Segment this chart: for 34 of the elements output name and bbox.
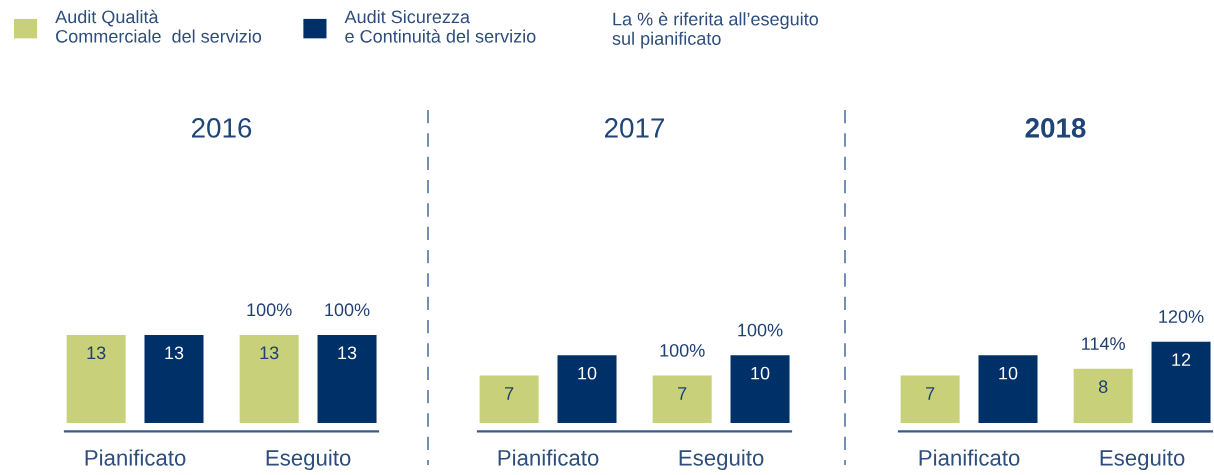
data-label: 13: [87, 346, 106, 360]
legend-label: Audit Qualità Commerciale del servizio: [55, 9, 262, 43]
chart-title: 2017: [605, 118, 665, 138]
x-tick-label: Eseguito: [1100, 449, 1185, 471]
data-label: 7: [926, 387, 935, 400]
annotation: 114%: [1082, 337, 1125, 350]
data-label: 10: [578, 366, 597, 380]
x-tick-label: Pianificato: [919, 449, 1020, 466]
x-tick-label: Pianificato: [498, 449, 599, 466]
legend-label: Audit Sicurezza e Continuità del servizio: [344, 10, 536, 43]
text: 100%: [738, 323, 783, 337]
data-label: 7: [678, 387, 687, 400]
data-label: 13: [338, 346, 357, 360]
data-label: 12: [1172, 353, 1191, 366]
data-label: 10: [751, 366, 770, 380]
data-label: 8: [1098, 380, 1108, 394]
data-label: 7: [505, 387, 514, 400]
data-label: 10: [999, 366, 1018, 380]
bar: [1073, 368, 1133, 423]
data-label: 13: [165, 346, 184, 360]
chart-title: 2016: [192, 118, 252, 138]
text: La % è riferita all’eseguito sul pianificato: [612, 12, 818, 49]
annotation: 100%: [660, 343, 705, 357]
data-label: 13: [260, 346, 279, 360]
bar: [900, 375, 960, 423]
x-tick-label: Eseguito: [679, 449, 764, 471]
text: 100%: [325, 303, 370, 317]
bar: [1151, 341, 1211, 423]
chart-title: 2018: [1025, 118, 1086, 138]
x-tick-label: Pianificato: [85, 449, 186, 466]
text: 120%: [1159, 310, 1204, 323]
text: 100%: [247, 303, 292, 317]
x-tick-label: Eseguito: [266, 449, 351, 471]
bar: [978, 355, 1038, 423]
